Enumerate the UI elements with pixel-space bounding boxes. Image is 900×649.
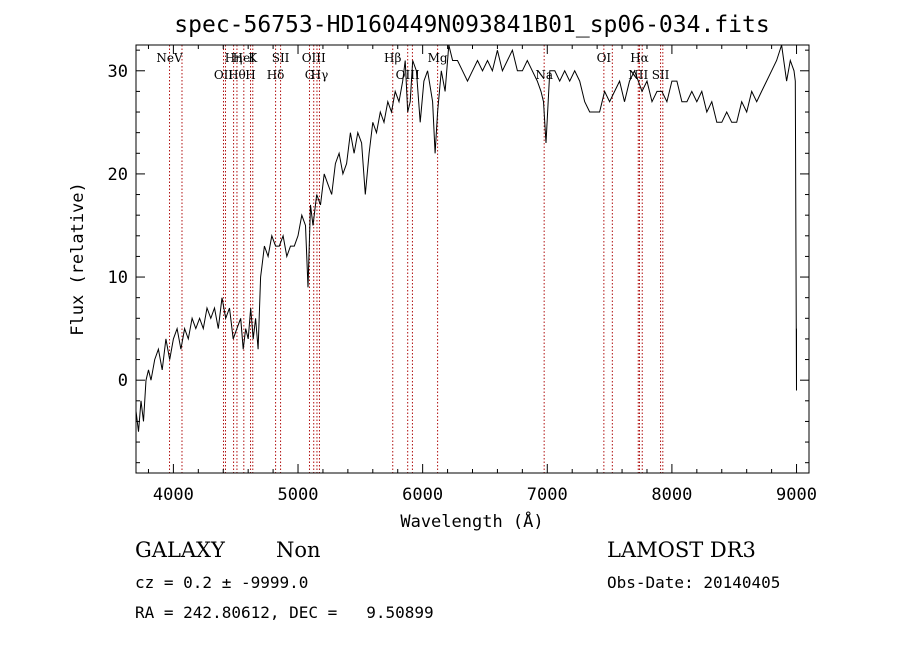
- emission-line-label: Hθ: [228, 68, 246, 82]
- x-tick-label: 4000: [153, 485, 194, 505]
- emission-line-label: G: [305, 68, 315, 82]
- emission-line-label: Hγ: [311, 68, 329, 82]
- x-tick-label: 8000: [651, 485, 692, 505]
- y-axis-ticks: 0 10 20 30: [108, 49, 809, 464]
- y-axis-label: Flux (relative): [68, 182, 88, 336]
- observation-date: Obs-Date: 20140405: [607, 573, 781, 592]
- x-tick-label: 6000: [402, 485, 443, 505]
- emission-line-label: Na: [535, 68, 553, 82]
- emission-line-label: Mg: [428, 51, 448, 65]
- emission-line-label: Hδ: [267, 68, 285, 82]
- emission-line-label: NeV: [156, 51, 183, 65]
- emission-line-label: SII: [272, 51, 290, 65]
- y-tick-label: 20: [108, 165, 128, 185]
- emission-line-label: NII: [628, 68, 648, 82]
- emission-line-label: Hβ: [384, 51, 401, 65]
- y-tick-label: 30: [108, 62, 128, 82]
- emission-line-label: H: [245, 68, 255, 82]
- emission-line-label: OIII: [396, 68, 420, 82]
- chart-title: spec-56753-HD160449N093841B01_sp06-034.f…: [174, 12, 769, 38]
- emission-lines: [169, 45, 664, 473]
- y-tick-label: 0: [118, 371, 128, 391]
- object-subclass: Non: [276, 538, 321, 562]
- coordinates: RA = 242.80612, DEC = 9.50899: [135, 603, 434, 622]
- x-tick-label: 5000: [278, 485, 319, 505]
- x-axis-label: Wavelength (Å): [400, 510, 543, 532]
- emission-line-label: Hα: [630, 51, 649, 65]
- x-tick-label: 7000: [527, 485, 568, 505]
- emission-line-label: K: [248, 51, 258, 65]
- object-type: GALAXY: [135, 538, 225, 562]
- x-tick-label: 9000: [776, 485, 817, 505]
- emission-line-label: Hη: [225, 51, 243, 65]
- emission-line-label: HeI: [233, 51, 256, 65]
- emission-line-label: OII: [214, 68, 234, 82]
- line-labels: NeV OII Hη Hθ HeI HK Hδ SII G OIII Hγ Hβ OIII Mg Na OI N…: [156, 51, 669, 82]
- emission-line-label: OI: [597, 51, 612, 65]
- survey-name: LAMOST DR3: [607, 538, 756, 562]
- spectrum-line: [135, 44, 797, 432]
- y-tick-label: 10: [108, 268, 128, 288]
- x-axis-ticks: 4000 5000 6000 7000 8000 9000: [147, 45, 817, 505]
- emission-line-label: SII: [652, 68, 670, 82]
- emission-line-label: OIII: [302, 51, 326, 65]
- redshift-cz: cz = 0.2 ± -9999.0: [135, 573, 309, 592]
